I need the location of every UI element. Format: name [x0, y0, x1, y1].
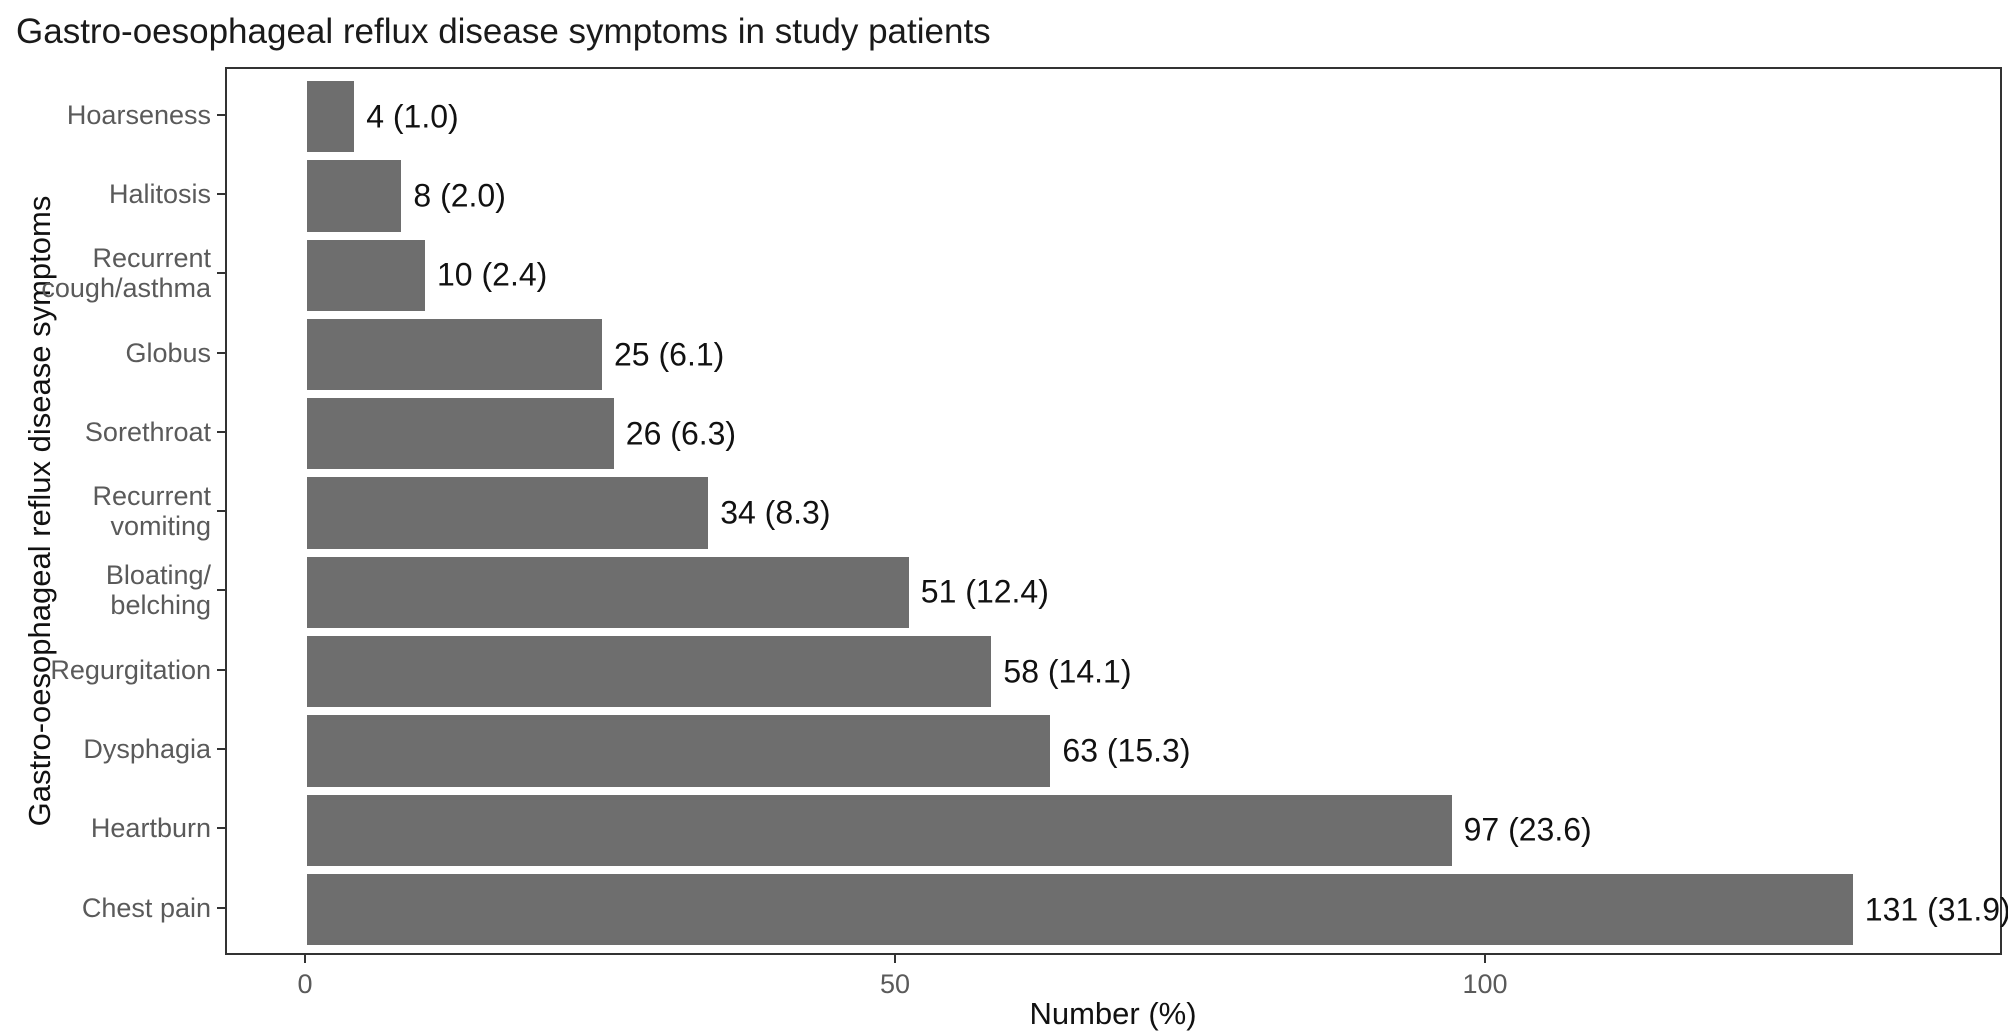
bar-value-label: 4 (1.0): [366, 98, 459, 135]
bar-value-label: 26 (6.3): [625, 415, 737, 452]
y-tick-label: Heartburn: [90, 813, 211, 844]
bar-hoarseness: [307, 80, 355, 153]
bar-dysphagia: [307, 715, 1051, 787]
y-tick-mark: [217, 668, 225, 671]
bar-heartburn: [307, 794, 1452, 866]
chart-title: Gastro-oesophageal reflux disease sympto…: [16, 12, 991, 51]
bar-value-label: 51 (12.4): [920, 573, 1049, 610]
y-tick-mark: [217, 192, 225, 195]
y-tick-label: Dysphagia: [83, 734, 211, 764]
x-tick-label: 0: [297, 969, 313, 999]
y-tick-mark: [217, 510, 225, 513]
y-tick-mark: [217, 589, 225, 592]
y-tick-label: Recurrent vomiting: [92, 481, 211, 542]
bar-globus: [307, 318, 602, 391]
x-tick-mark: [1484, 955, 1486, 963]
bar-recurrent-vomiting: [307, 477, 709, 549]
x-tick-mark: [894, 955, 896, 963]
bar-halitosis: [307, 160, 402, 232]
y-tick-label: Hoarseness: [66, 99, 211, 130]
y-tick-label: Halitosis: [108, 178, 211, 209]
y-tick-mark: [217, 113, 225, 116]
bar-value-label: 58 (14.1): [1003, 653, 1132, 690]
bar-value-label: 131 (31.9): [1864, 891, 2008, 928]
y-tick-mark: [217, 748, 225, 750]
y-tick-label: Globus: [125, 337, 211, 368]
bar-value-label: 25 (6.1): [614, 336, 725, 372]
bar-value-label: 63 (15.3): [1062, 732, 1191, 769]
x-tick-mark: [304, 955, 306, 963]
x-tick-label: 50: [879, 969, 911, 999]
y-tick-mark: [217, 430, 225, 433]
y-tick-label: Chest pain: [81, 892, 211, 923]
plot-panel: 4 (1.0) 8 (2.0) 10 (2.4) 25 (6.1) 26 (6.3) 34…: [225, 67, 2008, 955]
y-tick-mark: [217, 827, 225, 830]
bar-value-label: 97 (23.6): [1463, 811, 1592, 848]
bar-recurrent-cough-asthma: [307, 239, 425, 311]
bar-bloating--belching: [307, 556, 909, 629]
bar-chest-pain: [307, 873, 1853, 946]
bar-value-label: 34 (8.3): [720, 494, 831, 531]
x-tick-label: 100: [1462, 969, 1508, 999]
bar-regurgitation: [307, 636, 992, 708]
y-tick-mark: [217, 272, 225, 275]
y-tick-mark: [217, 906, 225, 909]
y-tick-mark: [217, 351, 225, 354]
bar-value-label: 10 (2.4): [437, 256, 548, 293]
bar-value-label: 8 (2.0): [413, 177, 506, 214]
y-tick-label: Sorethroat: [84, 416, 211, 447]
y-tick-label: Recurrent cough/asthma: [41, 243, 211, 304]
y-tick-label: Regurgitation: [50, 654, 211, 685]
bar-sorethroat: [307, 398, 614, 470]
x-axis-title: Number (%): [1029, 996, 1197, 1031]
y-tick-label: Bloating/belching: [105, 560, 211, 621]
